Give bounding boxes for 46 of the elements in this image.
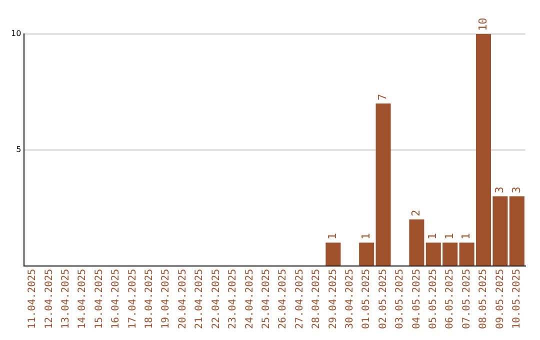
bar xyxy=(409,219,424,266)
x-tick-label: 13.04.2025 xyxy=(60,268,72,330)
x-tick-label: 02.05.2025 xyxy=(378,268,389,330)
data-label: 1 xyxy=(359,232,372,240)
x-tick-label: 22.04.2025 xyxy=(210,268,222,330)
data-label: 1 xyxy=(460,232,473,240)
x-tick-label: 24.04.2025 xyxy=(244,268,256,330)
data-label: 1 xyxy=(326,232,340,240)
data-label: 2 xyxy=(410,210,423,216)
data-label: 1 xyxy=(426,232,440,240)
x-tick-label: 14.04.2025 xyxy=(77,268,88,330)
x-tick-label: 29.04.2025 xyxy=(328,268,339,330)
x-tick-label: 30.04.2025 xyxy=(344,268,356,330)
data-label: 7 xyxy=(376,94,390,101)
x-tick-label: 19.04.2025 xyxy=(160,268,172,330)
data-label: 1 xyxy=(442,232,456,240)
bar xyxy=(359,242,374,266)
data-label: 3 xyxy=(510,186,523,194)
x-tick-label: 16.04.2025 xyxy=(110,268,122,330)
x-tick-label: 04.05.2025 xyxy=(411,268,422,330)
x-tick-label: 25.04.2025 xyxy=(260,268,272,330)
bar xyxy=(326,242,341,266)
y-tick-label: 5 xyxy=(16,144,22,154)
x-tick-label: 10.05.2025 xyxy=(511,268,522,330)
x-tick-label: 26.04.2025 xyxy=(278,268,289,330)
x-tick-label: 20.04.2025 xyxy=(177,268,188,330)
data-label: 3 xyxy=(493,186,506,194)
x-tick-label: 03.05.2025 xyxy=(394,268,406,330)
bar xyxy=(376,104,391,266)
x-tick-label: 05.05.2025 xyxy=(428,268,439,330)
x-tick-label: 23.04.2025 xyxy=(228,268,239,330)
x-tick-label: 27.04.2025 xyxy=(294,268,306,330)
x-tick-label: 28.04.2025 xyxy=(311,268,322,330)
x-tick-label: 07.05.2025 xyxy=(461,268,472,330)
x-tick-label: 21.04.2025 xyxy=(194,268,206,330)
bar xyxy=(509,196,524,266)
x-tick-label: 18.04.2025 xyxy=(144,268,156,330)
x-tick-label: 17.04.2025 xyxy=(127,268,138,330)
x-tick-label: 01.05.2025 xyxy=(361,268,372,330)
x-tick-label: 11.04.2025 xyxy=(27,268,38,330)
data-label: 10 xyxy=(476,18,490,31)
x-tick-label: 15.04.2025 xyxy=(94,268,105,330)
x-tick-label: 08.05.2025 xyxy=(478,268,490,330)
x-tick-label: 12.04.2025 xyxy=(44,268,55,330)
x-tick-label: 09.05.2025 xyxy=(494,268,506,330)
x-tick-label: 06.05.2025 xyxy=(444,268,456,330)
